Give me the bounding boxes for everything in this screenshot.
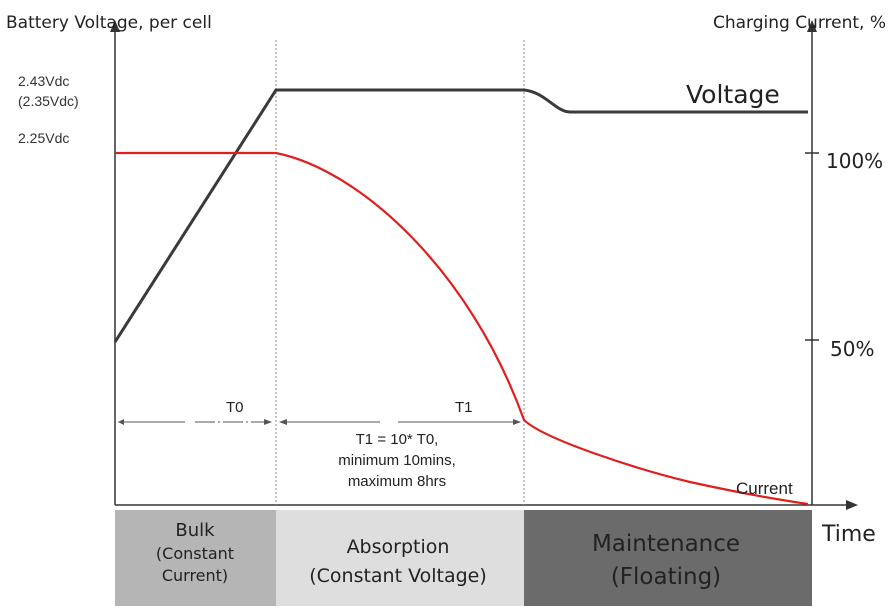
tick-label-100: 100%: [826, 149, 883, 173]
t1-label: T1: [455, 399, 473, 416]
t1-arrow-head-left: [279, 419, 287, 425]
phase-bulk-line-2: (Constant: [156, 544, 234, 563]
phase-bulk-line-3: Current): [162, 566, 228, 585]
current-series-label: Current: [736, 479, 793, 498]
phase-maintenance-line-2: (Floating): [611, 564, 721, 590]
t0-label: T0: [226, 399, 244, 416]
left-y-axis-arrow: [110, 20, 120, 32]
phase-bulk-box: [115, 510, 276, 606]
left-axis-title: Battery Voltage, per cell: [6, 13, 212, 33]
voltage-curve: [113, 88, 808, 343]
phase-maintenance-box: [524, 510, 812, 606]
phase-bulk-line-1: Bulk: [175, 520, 215, 541]
phase-absorption-line-1: Absorption: [347, 536, 450, 558]
phase-absorption-box: [276, 510, 524, 606]
voltage-label-235: (2.35Vdc): [18, 93, 79, 109]
t1-arrow-head-right: [513, 419, 521, 425]
t0-arrow-head-left: [118, 419, 124, 425]
x-axis-title: Time: [821, 522, 876, 547]
x-axis-arrow: [846, 500, 858, 510]
voltage-series-label: Voltage: [686, 80, 780, 109]
tick-label-50: 50%: [830, 337, 874, 361]
t1-note-line-2: minimum 10mins,: [338, 452, 456, 469]
phase-maintenance-line-1: Maintenance: [592, 531, 740, 557]
t0-arrow-head-right: [264, 419, 272, 425]
right-y-axis-arrow: [807, 20, 817, 32]
voltage-label-225: 2.25Vdc: [18, 130, 69, 146]
t1-note-line-3: maximum 8hrs: [348, 473, 446, 490]
t1-note-line-1: T1 = 10* T0,: [356, 431, 439, 448]
right-axis-title: Charging Current, %: [713, 13, 886, 33]
phase-absorption-line-2: (Constant Voltage): [309, 565, 487, 587]
voltage-label-243: 2.43Vdc: [18, 73, 69, 89]
current-curve: [115, 151, 809, 506]
